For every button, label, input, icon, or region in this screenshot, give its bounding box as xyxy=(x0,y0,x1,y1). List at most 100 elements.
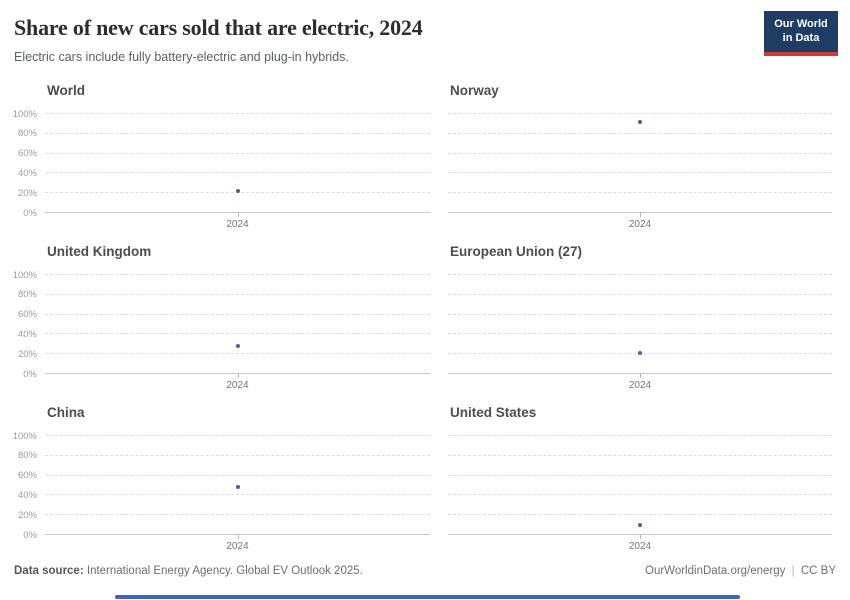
data-source: Data source: International Energy Agency… xyxy=(14,565,363,577)
chart-footer: Data source: International Energy Agency… xyxy=(14,565,836,577)
panel-title-united-kingdom: United Kingdom xyxy=(47,244,152,259)
owid-logo-line1: Our World xyxy=(774,18,828,30)
panel-body: 0% 20% 40% 60% 80% 100% 2024 xyxy=(0,109,430,237)
gridline-40 xyxy=(45,172,430,174)
gridline-80 xyxy=(448,132,832,134)
chart-title: Share of new cars sold that are electric… xyxy=(14,15,423,40)
panel-body: 2024 xyxy=(448,274,832,398)
footer-separator: | xyxy=(791,565,795,577)
x-axis: 2024 xyxy=(45,374,430,398)
gridline-80 xyxy=(45,454,430,456)
y-tick-label: 100% xyxy=(12,108,37,120)
gridline-40 xyxy=(448,172,832,174)
attribution: OurWorldinData.org/energy | CC BY xyxy=(645,565,836,577)
panel-united-kingdom: United Kingdom 0% 20% 40% 60% 80% 100% 2024 xyxy=(0,243,430,398)
x-tick-label: 2024 xyxy=(628,219,652,230)
small-multiples-grid: World 0% 20% 40% 60% 80% 100% 2024 Norway 2024 Uni… xyxy=(0,82,850,565)
panel-title-china: China xyxy=(47,405,85,420)
gridline-60 xyxy=(448,474,832,476)
x-tick-mark xyxy=(640,374,641,378)
panel-body: 2024 xyxy=(448,435,832,559)
gridline-80 xyxy=(448,293,832,295)
panel-body: 0% 20% 40% 60% 80% 100% 2024 xyxy=(0,270,430,398)
chart-header: Share of new cars sold that are electric… xyxy=(0,0,850,68)
y-axis-labels: 0% 20% 40% 60% 80% 100% xyxy=(0,431,45,539)
data-point-norway[interactable] xyxy=(638,119,642,124)
x-axis-line xyxy=(45,212,430,213)
y-tick-label: 40% xyxy=(17,328,37,340)
bottom-accent-bar xyxy=(115,595,740,599)
x-tick-label: 2024 xyxy=(226,219,249,230)
license-label: CC BY xyxy=(800,565,836,577)
x-tick-mark xyxy=(640,535,641,539)
gridline-100 xyxy=(45,113,430,114)
panel-title-european-union-27: European Union (27) xyxy=(450,244,583,259)
gridline-80 xyxy=(45,293,430,295)
gridline-20 xyxy=(448,514,832,516)
y-axis-labels: 0% 20% 40% 60% 80% 100% xyxy=(0,270,45,378)
y-tick-label: 80% xyxy=(17,289,37,301)
plot-column: 2024 xyxy=(45,113,430,237)
x-axis-line xyxy=(448,534,832,535)
gridline-40 xyxy=(448,333,832,335)
plot-area xyxy=(45,274,430,374)
plot-area xyxy=(448,113,832,213)
x-axis-line xyxy=(448,373,832,374)
gridline-40 xyxy=(448,494,832,496)
x-tick-mark xyxy=(237,374,239,378)
x-axis: 2024 xyxy=(45,535,430,559)
y-tick-label: 40% xyxy=(17,167,37,179)
panel-title-norway: Norway xyxy=(450,83,499,98)
x-tick-mark xyxy=(237,213,239,217)
plot-area xyxy=(448,274,832,374)
data-point-united-kingdom[interactable] xyxy=(235,344,240,349)
gridline-60 xyxy=(45,152,430,154)
gridline-20 xyxy=(45,514,430,516)
plot-column: 2024 xyxy=(448,113,832,237)
owid-url-link[interactable]: OurWorldinData.org/energy xyxy=(645,565,786,577)
y-tick-label: 60% xyxy=(17,147,37,159)
plot-column: 2024 xyxy=(448,435,832,559)
data-point-european-union-27[interactable] xyxy=(638,351,642,356)
gridline-100 xyxy=(448,435,832,436)
panel-body: 0% 20% 40% 60% 80% 100% 2024 xyxy=(0,431,430,559)
x-tick-mark xyxy=(640,213,641,217)
y-tick-label: 0% xyxy=(23,368,37,380)
y-tick-label: 60% xyxy=(17,308,37,320)
gridline-60 xyxy=(45,313,430,315)
panel-european-union-27: European Union (27) 2024 xyxy=(448,243,832,398)
owid-logo[interactable]: Our World in Data xyxy=(764,11,838,56)
x-axis-line xyxy=(448,212,832,213)
y-tick-label: 40% xyxy=(17,489,37,501)
data-point-united-states[interactable] xyxy=(638,523,642,528)
x-tick-label: 2024 xyxy=(628,541,652,552)
x-axis: 2024 xyxy=(448,374,832,398)
panel-norway: Norway 2024 xyxy=(448,82,832,237)
chart-titles: Share of new cars sold that are electric… xyxy=(14,14,423,64)
y-tick-label: 100% xyxy=(12,430,37,442)
gridline-40 xyxy=(45,494,430,496)
panel-body: 2024 xyxy=(448,113,832,237)
y-tick-label: 20% xyxy=(17,187,37,199)
data-point-china[interactable] xyxy=(235,485,240,490)
y-tick-label: 20% xyxy=(17,509,37,521)
panel-title-world: World xyxy=(47,83,85,98)
gridline-80 xyxy=(448,454,832,456)
gridline-40 xyxy=(45,333,430,335)
data-point-world[interactable] xyxy=(235,189,240,194)
data-source-label: Data source: xyxy=(14,565,84,577)
x-axis: 2024 xyxy=(45,213,430,237)
gridline-100 xyxy=(448,274,832,275)
x-tick-label: 2024 xyxy=(226,380,249,391)
x-tick-label: 2024 xyxy=(628,380,652,391)
x-axis: 2024 xyxy=(448,213,832,237)
gridline-60 xyxy=(448,152,832,154)
y-tick-label: 0% xyxy=(23,529,37,541)
y-axis-labels: 0% 20% 40% 60% 80% 100% xyxy=(0,109,45,217)
panel-china: China 0% 20% 40% 60% 80% 100% 2024 xyxy=(0,404,430,559)
panel-world: World 0% 20% 40% 60% 80% 100% 2024 xyxy=(0,82,430,237)
plot-area xyxy=(45,113,430,213)
plot-column: 2024 xyxy=(448,274,832,398)
gridline-20 xyxy=(45,353,430,355)
gridline-100 xyxy=(45,435,430,436)
